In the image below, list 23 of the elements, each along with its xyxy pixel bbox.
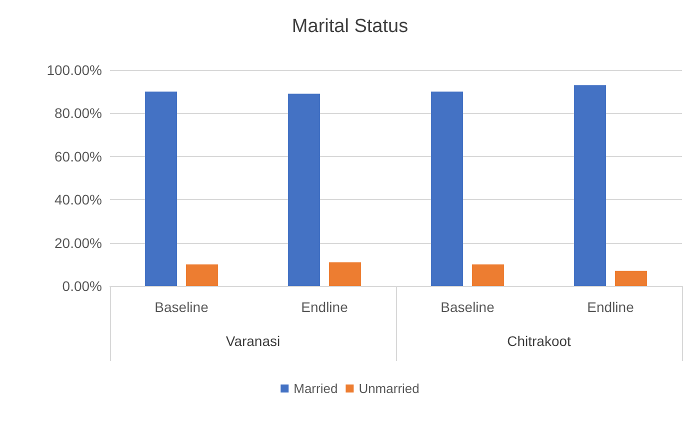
legend-label: Married	[294, 381, 338, 396]
x-tick-label: Baseline	[154, 299, 209, 315]
x-tick-label: Baseline	[440, 299, 495, 315]
chart-title: Marital Status	[292, 16, 408, 37]
y-tick-label: 0.00%	[62, 278, 102, 294]
bar	[328, 262, 361, 286]
x-tick-label: Endline	[587, 299, 634, 315]
bar	[145, 92, 178, 286]
y-tick-label: 60.00%	[54, 148, 102, 164]
legend-label: Unmarried	[358, 381, 420, 396]
bar	[614, 270, 647, 286]
text: Chitrakoot	[507, 333, 572, 349]
bar	[431, 92, 464, 286]
bar	[574, 85, 606, 286]
x-tick-label: Endline	[301, 299, 348, 315]
y-tick-label: 80.00%	[54, 105, 102, 122]
y-tick-label: 20.00%	[54, 234, 102, 251]
bar	[186, 264, 218, 286]
text: Varanasi	[226, 333, 280, 349]
bar	[472, 264, 504, 286]
y-tick-label: 40.00%	[54, 192, 102, 208]
y-tick-label: 100.00%	[46, 62, 102, 78]
bar	[288, 94, 320, 286]
